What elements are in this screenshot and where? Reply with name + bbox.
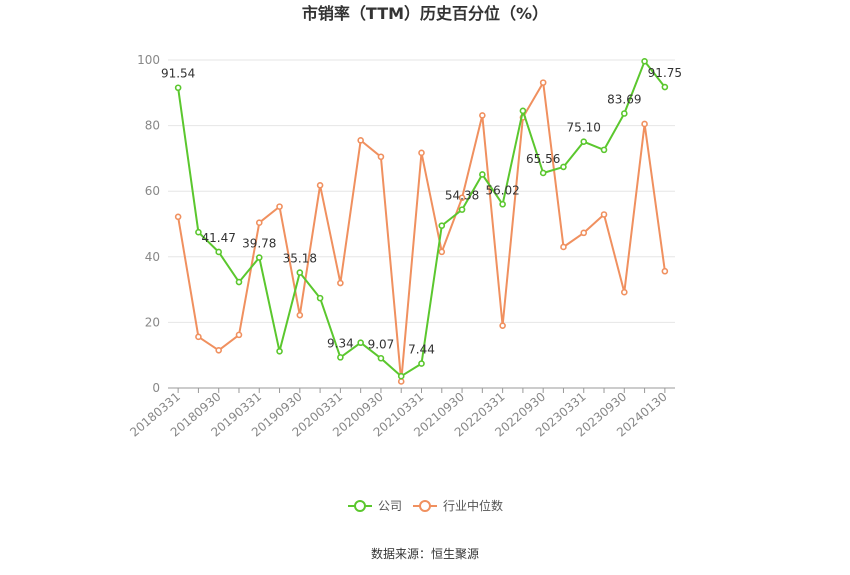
data-point <box>458 194 466 202</box>
data-point <box>458 206 466 213</box>
series-line <box>177 60 666 378</box>
data-point <box>620 288 628 296</box>
data-point <box>641 58 648 65</box>
y-tick-label: 40 <box>145 250 160 264</box>
data-label: 9.07 <box>368 337 395 351</box>
data-label: 35.18 <box>283 252 317 266</box>
data-point <box>418 149 425 157</box>
legend[interactable]: 公司 行业中位数 <box>348 498 503 513</box>
legend-item[interactable]: 行业中位数 <box>413 498 503 513</box>
data-label: 41.47 <box>202 231 236 245</box>
data-point <box>316 294 324 302</box>
data-label: 91.54 <box>161 67 195 81</box>
data-point <box>296 269 304 276</box>
data-point <box>438 248 446 256</box>
y-tick-label: 20 <box>145 315 160 329</box>
legend-label: 行业中位数 <box>443 498 503 513</box>
data-point <box>560 163 567 171</box>
y-tick-label: 100 <box>137 53 160 67</box>
data-point <box>377 354 385 362</box>
data-point <box>215 248 222 256</box>
data-label: 75.10 <box>567 121 601 135</box>
data-point <box>661 267 669 275</box>
data-point <box>377 153 385 161</box>
series-0 <box>174 58 669 380</box>
data-label: 91.75 <box>648 66 682 80</box>
data-point <box>661 83 669 91</box>
series-layer <box>174 58 669 385</box>
data-point <box>580 229 588 237</box>
data-point <box>600 211 608 218</box>
data-point <box>641 120 648 128</box>
data-point <box>357 339 364 347</box>
data-point <box>316 181 324 189</box>
data-label: 65.56 <box>526 152 560 166</box>
data-label: 7.44 <box>408 343 435 357</box>
data-source: 数据来源：恒生聚源 <box>371 546 479 561</box>
data-point <box>195 228 202 236</box>
y-tick-label: 60 <box>145 184 160 198</box>
data-point <box>296 311 304 319</box>
y-tick-label: 80 <box>145 119 160 133</box>
legend-item[interactable]: 公司 <box>348 499 402 513</box>
data-point <box>276 347 283 355</box>
data-point <box>174 84 182 92</box>
data-point <box>195 333 202 341</box>
data-label: 39.78 <box>242 237 276 251</box>
data-labels: 91.54 41.47 39.78 35.18 9.34 9.07 7.44 54.38 56.… <box>161 66 682 357</box>
legend-marker-icon <box>354 500 366 512</box>
y-axis-ticks: 0 20 40 60 80 100 <box>137 53 160 395</box>
data-point <box>255 254 263 261</box>
data-point <box>357 137 364 144</box>
y-tick-label: 0 <box>152 381 160 395</box>
data-point <box>580 138 588 145</box>
data-point <box>479 171 486 178</box>
legend-marker-icon <box>419 500 431 512</box>
data-point <box>397 372 405 380</box>
data-point <box>255 219 263 226</box>
grid-lines <box>168 59 675 323</box>
data-point <box>337 354 344 361</box>
data-point <box>539 169 547 177</box>
x-axis: 2018033120180930201903312019093020200331… <box>127 387 675 440</box>
chart-title: 市销率（TTM）历史百分位（%） <box>302 4 548 23</box>
data-point <box>215 346 222 354</box>
data-point <box>499 200 506 208</box>
data-point <box>174 213 182 221</box>
data-point <box>600 146 608 154</box>
data-label: 56.02 <box>485 183 519 197</box>
data-label: 54.38 <box>445 189 479 203</box>
data-point <box>235 278 243 286</box>
data-point <box>418 360 425 367</box>
data-point <box>276 203 283 210</box>
data-point <box>337 279 344 287</box>
data-point <box>539 79 547 86</box>
data-point <box>560 243 567 251</box>
data-label: 9.34 <box>327 336 354 350</box>
data-point <box>235 331 243 339</box>
data-point <box>499 322 506 329</box>
data-label: 83.69 <box>607 92 641 106</box>
data-point <box>620 110 628 117</box>
data-point <box>438 222 446 229</box>
data-point <box>479 112 486 119</box>
legend-label: 公司 <box>378 499 402 513</box>
data-point <box>519 107 527 115</box>
data-point <box>397 378 405 385</box>
